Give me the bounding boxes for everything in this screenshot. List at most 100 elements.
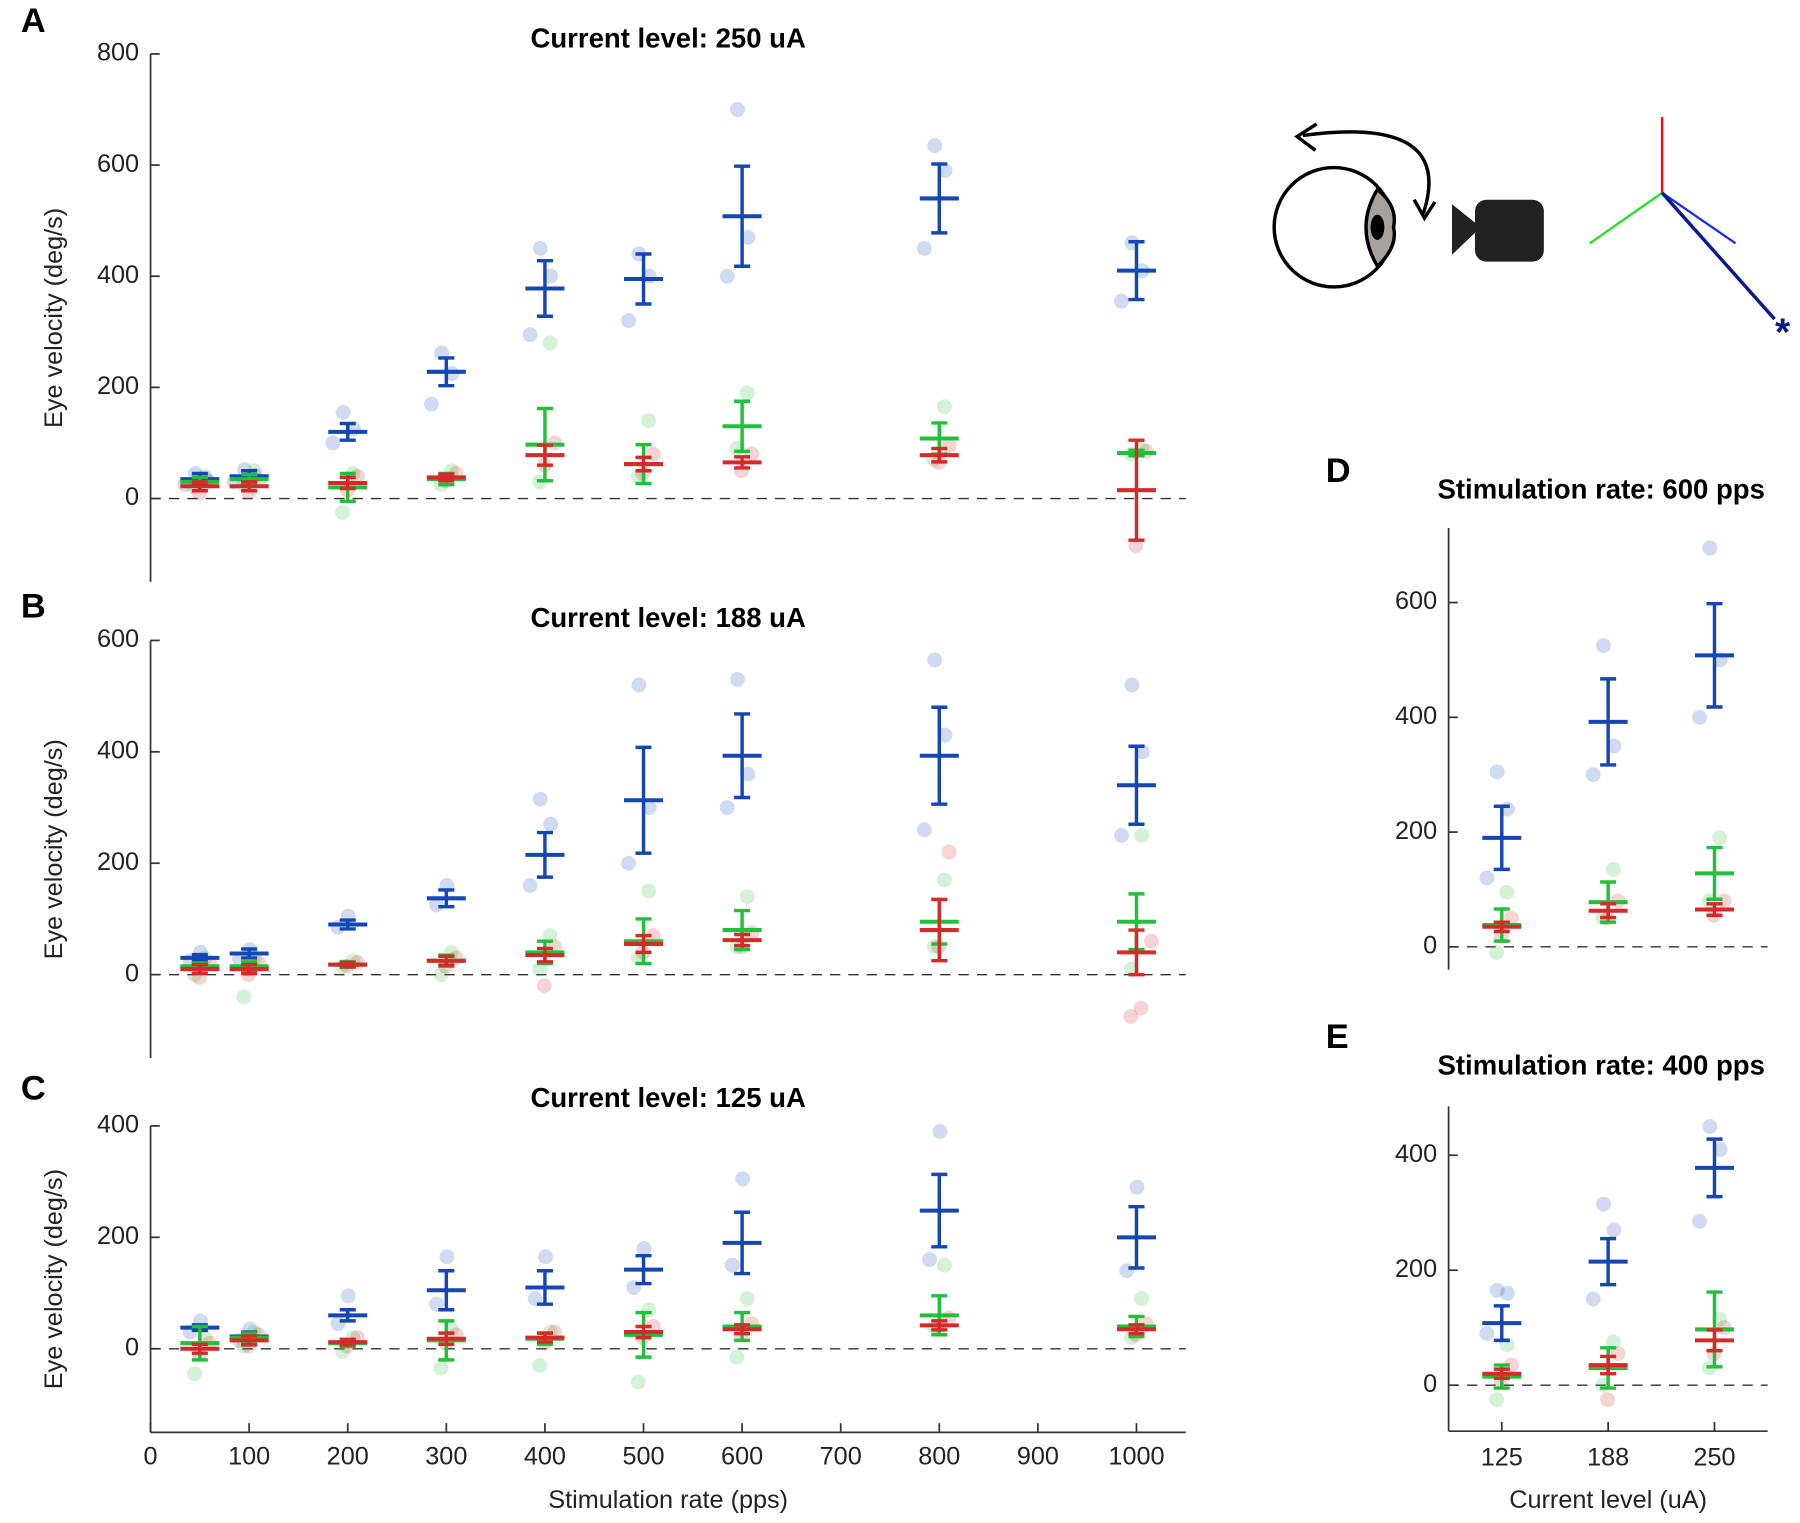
data-point [1133,1000,1149,1016]
axis-line [1661,191,1737,245]
arrow-head [1412,198,1437,222]
data-point [543,816,559,832]
x-tick-label: 600 [721,1442,763,1470]
data-point [641,413,657,429]
y-tick-label: 400 [97,1111,139,1139]
data-point [1134,827,1150,843]
y-tick-label: 400 [1395,1140,1437,1168]
camera-lens [1452,204,1481,255]
data-point [527,1291,543,1307]
y-tick-label: 600 [1395,587,1437,615]
y-tick-label: 600 [97,625,139,653]
chart-title: Current level: 188 uA [530,602,806,633]
data-point [429,1296,445,1312]
data-point [543,268,559,284]
data-point [340,1288,356,1304]
data-point [335,504,351,520]
chart-title: Stimulation rate: 600 pps [1438,473,1765,504]
data-point [1134,744,1150,760]
chart-title: Current level: 125 uA [530,1082,806,1113]
data-point [1596,1196,1612,1212]
data-point [630,1374,646,1390]
data-point [621,313,637,329]
data-point [1124,677,1140,693]
axis-line [1589,191,1663,245]
y-tick-label: 200 [1395,817,1437,845]
data-point [936,872,952,888]
data-point [429,897,445,913]
data-point [744,446,760,462]
marker: * [1775,311,1791,354]
data-point [532,961,548,977]
data-point [1143,933,1159,949]
data-point [236,989,252,1005]
data-point [916,240,932,256]
x-tick-label: 250 [1693,1443,1735,1471]
y-tick-label: 0 [125,959,139,987]
data-point [439,1249,455,1265]
data-point [1585,767,1601,783]
data-point [936,399,952,415]
data-point [1500,1285,1515,1301]
data-point [621,855,637,871]
data-point [735,1171,751,1187]
data-point [1128,538,1144,554]
data-point [1712,1142,1728,1157]
rotation-arrow [1302,130,1431,215]
y-tick-label: 200 [97,1222,139,1250]
data-point [1692,709,1708,725]
chart-title: Current level: 250 uA [530,22,806,53]
data-point [536,978,552,994]
data-point [1692,1213,1708,1229]
x-tick-label: 900 [1017,1442,1059,1470]
data-point [1489,945,1505,961]
data-point [187,1366,203,1382]
data-point [532,240,548,256]
data-point [740,766,756,782]
panel-label: C [21,1069,46,1107]
data-point [922,1252,937,1268]
data-point [730,102,745,117]
data-point [1479,870,1495,886]
data-point [325,435,341,451]
data-point [1479,1325,1495,1341]
data-point [335,404,351,420]
data-point [1489,764,1505,780]
x-axis-label: Stimulation rate (pps) [548,1486,788,1514]
data-point [1114,293,1130,309]
panel-label: D [1326,452,1351,490]
data-point [1134,1291,1150,1307]
data-point [719,800,735,815]
x-tick-label: 188 [1587,1443,1629,1471]
y-axis-label: Eye velocity (deg/s) [40,1169,68,1389]
data-point [937,727,953,743]
data-point [1499,884,1515,900]
data-point [936,1257,952,1273]
data-point [719,268,735,284]
data-point [1606,1222,1622,1238]
data-point [1596,638,1612,654]
axis-line [1660,191,1776,321]
eye-diagram: * [1272,117,1791,354]
y-tick-label: 200 [97,372,139,400]
data-point [1114,827,1130,843]
x-tick-label: 700 [820,1442,862,1470]
y-tick-label: 200 [97,848,139,876]
y-tick-label: 0 [125,1333,139,1361]
data-point [631,677,647,693]
x-tick-label: 200 [327,1442,369,1470]
data-point [522,878,538,893]
camera-body [1474,199,1544,262]
x-tick-label: 500 [622,1442,664,1470]
y-tick-label: 400 [1395,702,1437,730]
y-tick-label: 200 [1395,1255,1437,1283]
data-point [423,396,439,412]
data-point [941,844,957,860]
data-point [739,385,755,401]
data-point [538,1249,553,1265]
data-point [927,652,943,668]
data-point [532,791,548,807]
data-point [1489,1392,1505,1408]
data-point [729,1349,745,1365]
data-point [916,822,932,838]
